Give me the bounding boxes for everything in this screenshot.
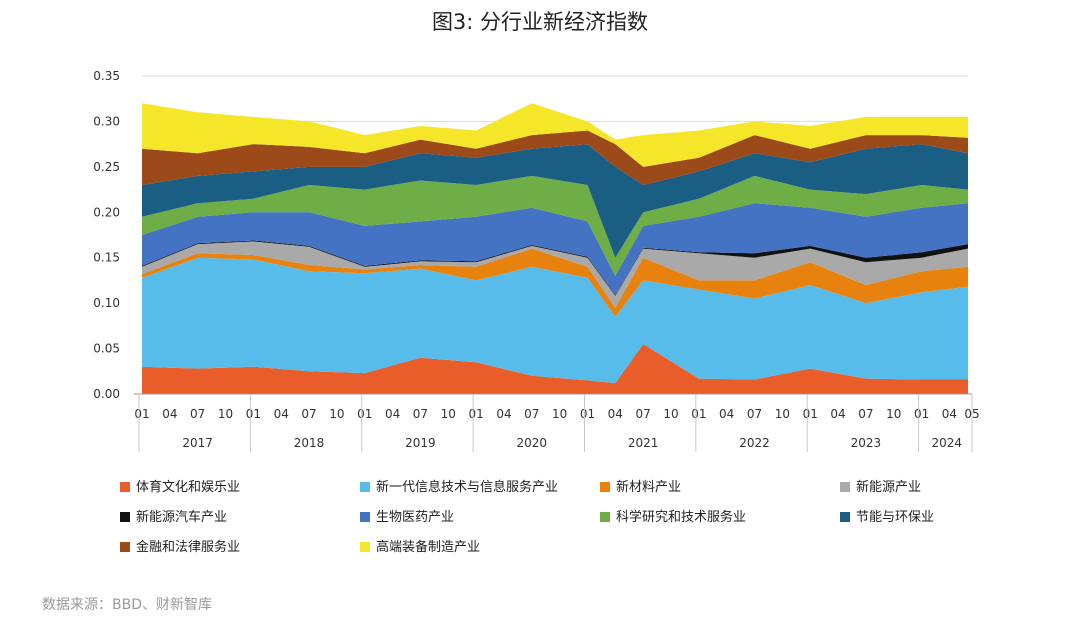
y-tick-label: 0.30 <box>93 114 120 128</box>
x-month-label: 01 <box>914 407 929 421</box>
legend-swatch <box>360 512 370 522</box>
area-4 <box>142 240 968 296</box>
area-3 <box>142 241 968 308</box>
x-month-label: 01 <box>246 407 261 421</box>
x-month-label: 04 <box>496 407 511 421</box>
x-month-label: 10 <box>329 407 344 421</box>
legend-swatch <box>600 482 610 492</box>
legend-item: 新能源产业 <box>840 476 921 495</box>
legend-item: 节能与环保业 <box>840 506 934 525</box>
legend-item: 新材料产业 <box>600 476 681 495</box>
x-month-label: 01 <box>803 407 818 421</box>
y-tick-label: 0.20 <box>93 205 120 219</box>
legend-label: 新能源产业 <box>856 480 922 495</box>
legend-label: 体育文化和娱乐业 <box>136 480 241 495</box>
x-year-label: 2017 <box>182 436 213 450</box>
legend-label: 新一代信息技术与信息服务产业 <box>376 480 559 495</box>
legend-item: 科学研究和技术服务业 <box>600 506 746 525</box>
legend-swatch <box>600 512 610 522</box>
area-2 <box>142 248 968 317</box>
x-month-label: 10 <box>886 407 901 421</box>
x-month-label: 07 <box>413 407 428 421</box>
x-month-label: 04 <box>274 407 289 421</box>
legend-swatch <box>120 542 130 552</box>
axes: 0.00 0.05 0.10 0.15 0.20 0.25 0.30 0.35 01 04 07 10… <box>93 69 980 452</box>
x-month-label: 04 <box>385 407 400 421</box>
x-month-label: 07 <box>858 407 873 421</box>
legend-swatch <box>840 512 850 522</box>
legend-swatch <box>360 482 370 492</box>
x-month-label: 07 <box>524 407 539 421</box>
y-tick-label: 0.05 <box>93 342 120 356</box>
legend-swatch <box>360 542 370 552</box>
legend-item: 生物医药产业 <box>360 506 454 525</box>
x-year-label: 2021 <box>628 436 659 450</box>
x-year-label: 2022 <box>739 436 770 450</box>
source-note: 数据来源：BBD、财新智库 <box>42 597 212 613</box>
area-6 <box>142 175 968 276</box>
area-9 <box>142 103 968 167</box>
legend-label: 节能与环保业 <box>856 510 935 525</box>
x-month-label: 10 <box>441 407 456 421</box>
legend-item: 体育文化和娱乐业 <box>120 476 240 495</box>
chart-title: 图3: 分行业新经济指数 <box>431 10 649 34</box>
x-month-label: 04 <box>608 407 623 421</box>
y-tick-label: 0.35 <box>93 69 120 83</box>
area-0 <box>142 344 968 394</box>
legend-label: 科学研究和技术服务业 <box>616 510 747 525</box>
area-5 <box>142 203 968 295</box>
x-year-label: 2020 <box>517 436 548 450</box>
area-7 <box>142 144 968 258</box>
x-year-label: 2018 <box>294 436 325 450</box>
legend-label: 生物医药产业 <box>376 510 455 525</box>
x-month-label: 07 <box>301 407 316 421</box>
y-tick-label: 0.00 <box>93 387 120 401</box>
legend-item: 金融和法律服务业 <box>120 536 240 555</box>
area-1 <box>142 257 968 384</box>
x-month-label: 01 <box>357 407 372 421</box>
series-areas <box>142 103 968 394</box>
x-year-label: 2024 <box>932 436 963 450</box>
legend-item: 新一代信息技术与信息服务产业 <box>360 476 558 495</box>
x-month-label: 01 <box>134 407 149 421</box>
legend-label: 新能源汽车产业 <box>136 510 228 525</box>
legend-label: 新材料产业 <box>616 480 682 495</box>
x-month-label: 01 <box>691 407 706 421</box>
x-month-label: 04 <box>719 407 734 421</box>
legend-label: 高端装备制造产业 <box>376 540 481 555</box>
x-month-label: 01 <box>580 407 595 421</box>
x-month-label: 10 <box>663 407 678 421</box>
x-month-label: 07 <box>747 407 762 421</box>
legend-label: 金融和法律服务业 <box>136 540 241 555</box>
x-year-label: 2019 <box>405 436 436 450</box>
x-month-label: 10 <box>775 407 790 421</box>
x-month-label: 04 <box>942 407 957 421</box>
x-month-label: 10 <box>552 407 567 421</box>
x-month-label: 04 <box>830 407 845 421</box>
legend-swatch <box>120 512 130 522</box>
x-month-label: 07 <box>190 407 205 421</box>
legend-item: 高端装备制造产业 <box>360 536 480 555</box>
x-month-label: 10 <box>218 407 233 421</box>
y-tick-label: 0.25 <box>93 160 120 174</box>
x-month-label: 04 <box>162 407 177 421</box>
area-8 <box>142 130 968 185</box>
y-tick-label: 0.10 <box>93 296 120 310</box>
legend-item: 新能源汽车产业 <box>120 506 227 525</box>
x-month-label: 01 <box>468 407 483 421</box>
legend-swatch <box>840 482 850 492</box>
y-tick-label: 0.15 <box>93 251 120 265</box>
x-year-label: 2023 <box>851 436 882 450</box>
legend-swatch <box>120 482 130 492</box>
x-month-label: 07 <box>636 407 651 421</box>
